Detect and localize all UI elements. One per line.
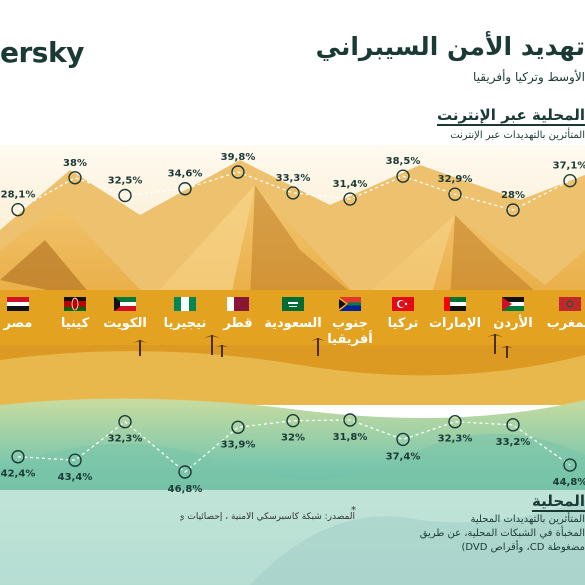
local-data-label: 32,3%	[108, 434, 143, 445]
online-data-label: 31,4%	[333, 179, 368, 190]
page-title: تهديد الأمن السيبراني	[315, 32, 585, 61]
online-data-point	[118, 188, 132, 203]
turkey-flag-icon	[392, 297, 414, 311]
country-label: قطر	[223, 316, 253, 331]
local-data-point	[448, 415, 462, 429]
online-data-label: 28,1%	[1, 190, 36, 201]
online-data-label: 28%	[501, 190, 525, 201]
local-data-label: 46,8%	[168, 484, 203, 495]
online-data-label: 33,3%	[276, 173, 311, 184]
online-data-label: 38,5%	[386, 156, 421, 167]
country-label: الأردن	[493, 316, 533, 331]
local-data-label: 43,4%	[58, 472, 93, 483]
country-label: المغرب	[546, 316, 585, 331]
country-label: الإمارات	[428, 316, 482, 331]
local-data-label: 37,4%	[386, 451, 421, 462]
online-data-label: 37,1%	[553, 161, 585, 172]
online-data-point	[286, 186, 300, 200]
online-data-point	[396, 169, 410, 183]
kenya-flag-icon	[64, 297, 86, 311]
online-data-point	[563, 173, 577, 188]
online-data-label: 32,9%	[438, 174, 473, 185]
online-data-label: 32,5%	[108, 176, 143, 187]
egypt-flag-icon	[7, 297, 29, 311]
country-label: تركيا	[387, 316, 419, 331]
local-data-point	[11, 450, 25, 464]
local-data-label: 31,8%	[333, 432, 368, 443]
nigeria-flag-icon	[174, 297, 196, 311]
country-label: نيجيريا	[163, 316, 207, 331]
local-data-label: 33,9%	[221, 439, 256, 450]
online-data-label: 38%	[63, 158, 87, 169]
local-data-point	[506, 418, 520, 432]
saudi-arabia-flag-icon	[282, 297, 304, 311]
local-data-point	[231, 420, 245, 434]
country-label: السعودية	[264, 316, 322, 331]
local-threats-heading: المحلية	[532, 492, 585, 512]
country-label: مصر	[3, 316, 33, 331]
local-data-point	[563, 458, 577, 472]
local-data-label: 44,8%	[553, 477, 585, 488]
online-data-point	[231, 165, 245, 179]
online-data-point	[11, 202, 25, 217]
online-threats-heading: المحلية عبر الإنترنت	[436, 106, 585, 126]
local-threats-description-line: مضغوطة CD، وأقراص DVD)	[461, 542, 585, 553]
local-data-point	[118, 415, 132, 429]
local-threats-description-line: المتأثرين بالتهديدات المحلية	[470, 514, 585, 525]
local-data-label: 32%	[281, 433, 305, 444]
online-data-point	[506, 203, 520, 217]
source-note: المصدر: شبكة كاسبرسكي الأمنية ، إحصائيات…	[180, 512, 355, 522]
online-threats-description: المتأثرين بالتهديدات عبر الإنترنت	[450, 130, 585, 141]
country-label: الكويت	[103, 316, 147, 331]
country-label: كينيا	[60, 316, 90, 331]
local-threats-description-line: المخبأة في الشبكات المحلية، عن طريق	[419, 528, 585, 539]
online-data-label: 39,8%	[221, 152, 256, 163]
uae-flag-icon	[444, 297, 466, 311]
kuwait-flag-icon	[114, 297, 136, 311]
online-data-point	[448, 187, 462, 201]
local-data-point	[343, 413, 357, 427]
local-series-line	[17, 419, 571, 473]
online-data-label: 34,6%	[168, 169, 203, 180]
jordan-flag-icon	[502, 297, 524, 311]
local-data-point	[396, 432, 410, 447]
local-data-label: 33,2%	[496, 437, 531, 448]
morocco-flag-icon	[559, 297, 581, 311]
country-label: جنوب أفريقيا	[327, 316, 373, 347]
online-data-point	[68, 171, 82, 185]
local-data-label: 32,3%	[438, 434, 473, 445]
local-data-point	[178, 465, 192, 479]
local-data-point	[68, 453, 82, 467]
online-data-point	[178, 182, 192, 196]
brand-logo: ersky	[0, 36, 84, 69]
online-data-point	[343, 192, 357, 206]
south-africa-flag-icon	[339, 297, 361, 311]
page-subtitle: الأوسط وتركيا وأفريقيا	[473, 70, 585, 84]
local-data-label: 42,4%	[1, 469, 36, 480]
footnote-asterisk: *	[351, 505, 356, 516]
qatar-flag-icon	[227, 297, 249, 311]
local-data-point	[286, 413, 300, 428]
